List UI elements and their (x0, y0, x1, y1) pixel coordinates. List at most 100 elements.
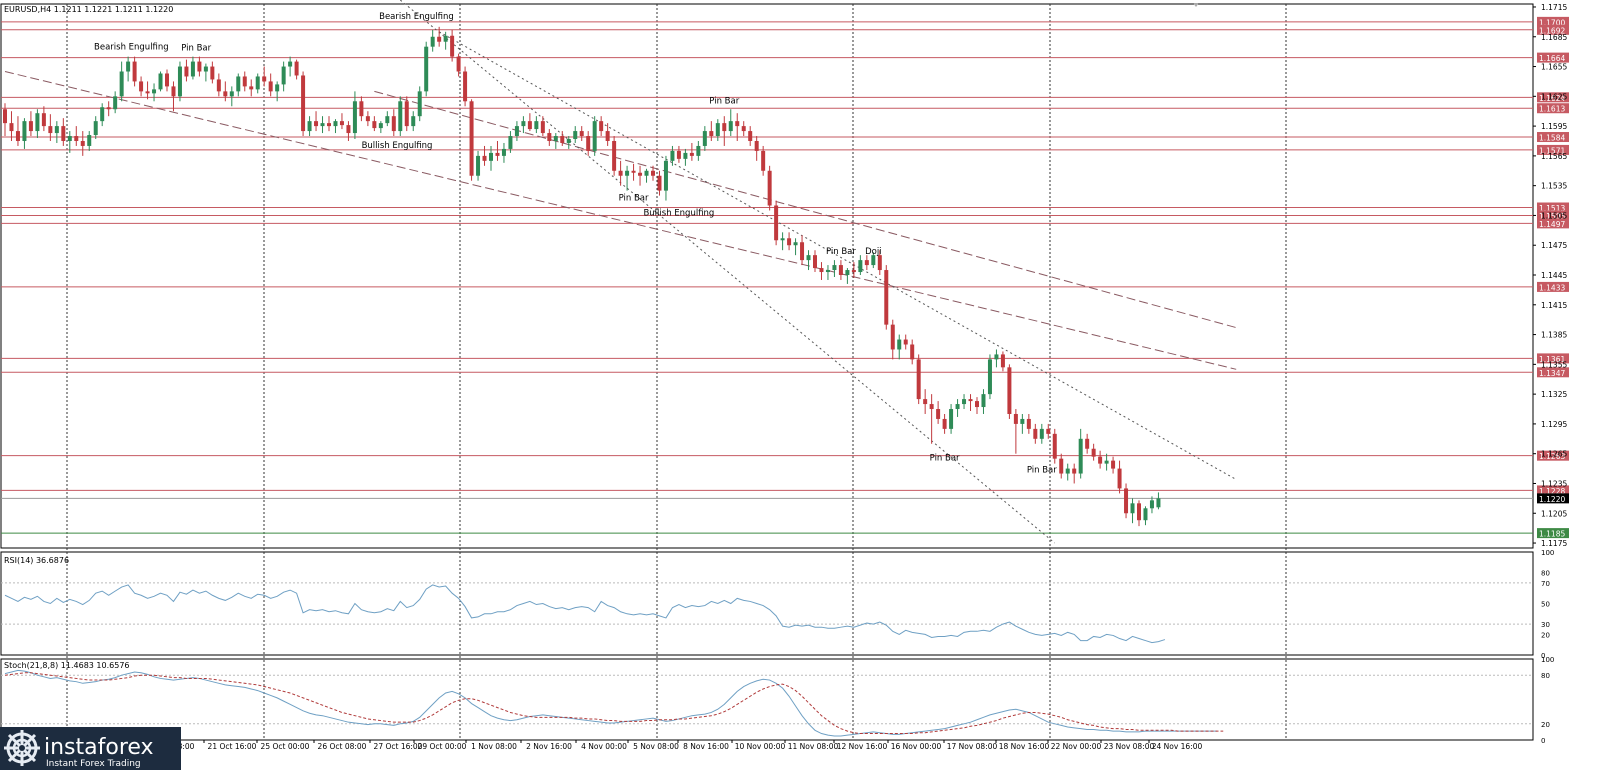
candle-body (683, 152, 688, 159)
candle-body (255, 76, 260, 90)
candle-body (670, 150, 675, 161)
candle (268, 73, 273, 97)
candle-body (203, 66, 208, 72)
candle-body (139, 81, 144, 92)
panel-frame (0, 3, 1534, 549)
candle-body (715, 123, 720, 137)
candle (728, 109, 733, 137)
candle-body (15, 131, 20, 141)
time-tick-label: 22 Nov 00:00 (1051, 742, 1102, 751)
price-level-label: 1.1433 (1539, 283, 1565, 292)
candle-body (132, 61, 137, 82)
candle-body (93, 121, 98, 136)
candle-body (385, 116, 390, 124)
candle-body (825, 270, 830, 273)
candle (735, 113, 740, 141)
instaforex-logo: instaforex Instant Forex Trading (0, 727, 181, 770)
candle (780, 232, 785, 251)
candle-body (268, 81, 273, 92)
candle (339, 113, 344, 130)
candle-body (456, 56, 461, 72)
rsi-tick-label: 0 (1541, 652, 1545, 660)
rsi-tick-label: 30 (1541, 621, 1550, 629)
candle-body (152, 89, 157, 94)
candle (903, 334, 908, 350)
candle (437, 26, 442, 47)
price-tick-label: 1.1625 (1541, 92, 1567, 101)
candle (547, 129, 552, 146)
candle (262, 66, 267, 87)
candle-body (631, 170, 636, 173)
time-tick-label: 25 Oct 00:00 (261, 742, 310, 751)
current-price-tag (1537, 493, 1569, 504)
candle (955, 399, 960, 417)
candle-body (1156, 498, 1161, 508)
candle-body (177, 66, 182, 97)
candle-body (365, 116, 370, 122)
candle (560, 131, 565, 146)
price-level-tag (1537, 367, 1569, 378)
candle (514, 121, 519, 141)
time-tick-label: 4 Nov 00:00 (581, 742, 627, 751)
candle-body (864, 260, 869, 266)
candle (683, 148, 688, 166)
candle (1046, 423, 1051, 439)
candle (851, 262, 856, 278)
candle-body (197, 61, 202, 72)
candle-body (74, 136, 79, 141)
candle-body (210, 66, 215, 80)
candle-body (1143, 508, 1148, 521)
price-tick-label: 1.1535 (1541, 182, 1567, 191)
price-tick-label: 1.1475 (1541, 241, 1567, 250)
candle (754, 136, 759, 161)
candle-body (838, 265, 843, 276)
candle-body (540, 121, 545, 134)
candle-body (560, 136, 565, 143)
candle (534, 116, 539, 134)
candle (1156, 492, 1161, 510)
candle-body (3, 109, 7, 124)
candle-body (145, 91, 150, 94)
candle (391, 109, 396, 137)
candle (80, 131, 85, 156)
price-tick-label: 1.1295 (1541, 420, 1567, 429)
candle-body (275, 84, 280, 92)
candle (975, 397, 979, 414)
candle-body (884, 270, 889, 325)
candle-body (333, 121, 338, 127)
candle-body (443, 35, 448, 42)
candle (158, 71, 163, 92)
candle (521, 116, 526, 134)
candle-body (262, 76, 267, 82)
candle (249, 79, 254, 97)
pattern-annotation: Pin Bar (619, 194, 649, 204)
candle (981, 389, 986, 414)
candle-body (903, 339, 908, 345)
candle (61, 118, 66, 146)
candle (540, 116, 545, 137)
candle-body (281, 66, 286, 85)
candle (463, 66, 468, 107)
candle (1033, 423, 1038, 444)
panel-frame (0, 551, 1534, 656)
price-tick-label: 1.1175 (1541, 539, 1567, 548)
rsi-header: RSI(14) 36.6876 (4, 556, 69, 565)
rsi-line (4, 584, 1166, 644)
rsi-tick-label: 50 (1541, 601, 1550, 609)
candle-body (35, 113, 40, 132)
candle-body (165, 73, 169, 87)
candle-body (1104, 460, 1109, 464)
stoch-header: Stoch(21,8,8) 11.4683 10.6576 (4, 661, 130, 670)
candle (884, 265, 889, 330)
candle (216, 73, 221, 97)
candle (476, 150, 481, 181)
candle (858, 255, 863, 276)
candle (605, 123, 610, 146)
price-tick-label: 1.1715 (1541, 3, 1567, 12)
candle-body (113, 96, 118, 110)
candle-body (832, 265, 837, 271)
price-level-label: 1.1692 (1539, 26, 1565, 35)
